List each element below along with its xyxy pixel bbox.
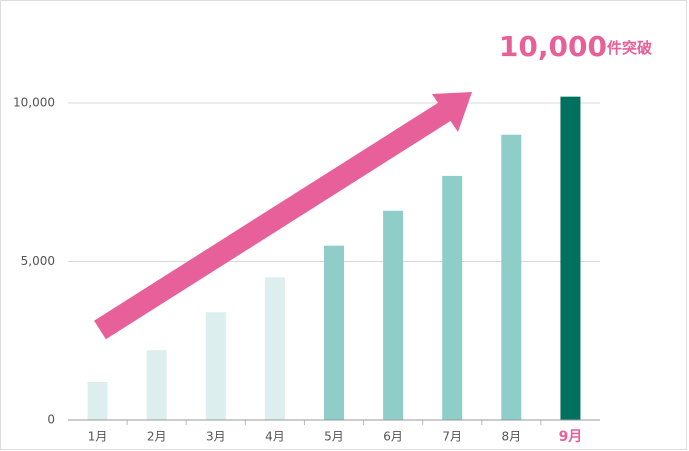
bar	[87, 381, 108, 420]
y-tick-label: 10,000	[13, 96, 55, 110]
arrow-shaft	[94, 97, 458, 340]
x-tick-label: 8月	[502, 430, 522, 444]
x-tick-label: 5月	[324, 430, 344, 444]
bar	[383, 210, 404, 420]
trend-arrow	[94, 92, 472, 340]
x-tick-label: 7月	[442, 430, 462, 444]
bar	[442, 175, 463, 420]
annotation-suffix: 件突破	[607, 39, 652, 57]
annotation: 10,000件突破	[499, 30, 652, 63]
y-tick-label: 0	[47, 413, 55, 427]
bar	[501, 134, 522, 420]
bar	[560, 96, 581, 420]
annotation-number: 10,000	[499, 30, 607, 63]
bar	[324, 245, 344, 420]
bar	[264, 277, 285, 420]
bar	[205, 312, 226, 420]
x-tick-label: 9月	[559, 429, 583, 445]
x-tick-label: 3月	[206, 430, 226, 444]
x-tick-label: 6月	[383, 430, 403, 444]
x-tick-label: 4月	[265, 430, 285, 444]
bar	[146, 350, 167, 420]
arrow-head	[432, 92, 472, 132]
x-tick-label: 2月	[147, 430, 167, 444]
x-tick-label: 1月	[88, 430, 108, 444]
y-tick-label: 5,000	[21, 254, 55, 268]
